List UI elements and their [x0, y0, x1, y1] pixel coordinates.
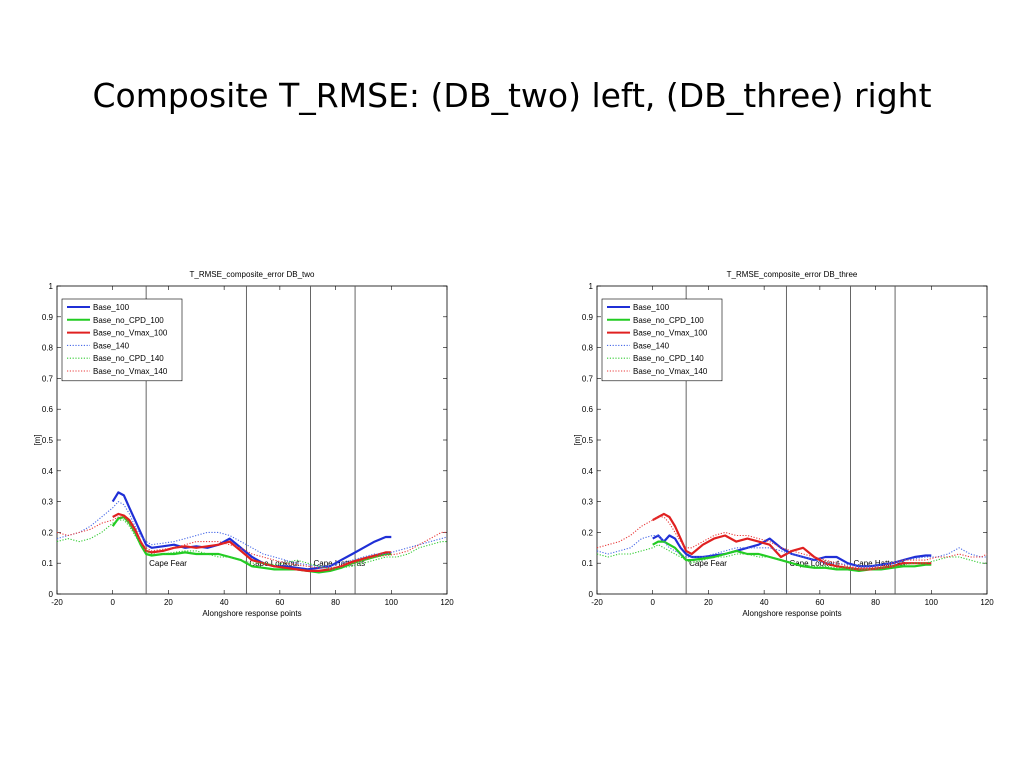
legend-label-base-no-vmax-140: Base_no_Vmax_140: [93, 367, 168, 376]
y-tick-label: 0.8: [582, 344, 594, 353]
x-tick-label: 120: [440, 598, 454, 607]
series-line-base-100: [111, 491, 392, 571]
legend-box: [601, 298, 723, 382]
y-tick-label: 1: [589, 282, 594, 291]
legend-label-base-no-cpd-140: Base_no_CPD_140: [633, 354, 704, 363]
y-tick-label: 0.4: [582, 467, 594, 476]
x-tick-label: 100: [925, 598, 939, 607]
x-tick-label: 40: [220, 598, 229, 607]
legend-label-base-no-vmax-100: Base_no_Vmax_100: [633, 329, 708, 338]
y-tick-label: 0.1: [582, 559, 594, 568]
series-line-base-no-vmax-100: [652, 512, 932, 571]
vline-label-cape-fear: Cape Fear: [689, 559, 727, 568]
y-tick-label: 0.6: [582, 405, 594, 414]
x-tick-label: 40: [760, 598, 769, 607]
x-tick-label: 0: [110, 598, 115, 607]
x-tick-label: 60: [275, 598, 284, 607]
chart-title: T_RMSE_composite_error DB_two: [190, 270, 315, 279]
chart-left: T_RMSE_composite_error DB_two 0 0.1 0.2 0.3 0…: [33, 270, 454, 618]
x-tick-label: 20: [164, 598, 173, 607]
series-line-base-no-cpd-140: [596, 544, 987, 570]
y-tick-label: 0.9: [42, 313, 54, 322]
x-tick-label: 120: [980, 598, 994, 607]
y-tick-label: 0.8: [42, 344, 54, 353]
y-tick-label: 0: [49, 590, 54, 599]
legend-label-base-100: Base_100: [93, 303, 130, 312]
legend-label-base-100: Base_100: [633, 303, 670, 312]
chart-title: T_RMSE_composite_error DB_three: [727, 270, 858, 279]
legend-label-base-no-cpd-140: Base_no_CPD_140: [93, 354, 164, 363]
y-tick-label: 0.5: [582, 436, 594, 445]
legend-label-base-no-cpd-100: Base_no_CPD_100: [93, 316, 164, 325]
series-line-base-no-vmax-140: [596, 516, 988, 569]
x-tick-label: 20: [704, 598, 713, 607]
y-tick-label: 0.4: [42, 467, 54, 476]
y-tick-label: 0.2: [582, 528, 594, 537]
x-tick-label: 100: [385, 598, 399, 607]
x-axis-label: Alongshore response points: [742, 609, 841, 618]
legend-box: [61, 298, 183, 382]
slide-title: Composite T_RMSE: (DB_two) left, (DB_thr…: [92, 76, 932, 115]
series-line-base-140: [596, 534, 987, 567]
y-tick-label: 0.3: [582, 498, 594, 507]
vline-label-cape-lookout: Cape Lookout: [789, 559, 840, 568]
y-axis-label: [m]: [33, 434, 42, 445]
x-tick-label: 0: [650, 598, 655, 607]
x-tick-label: 60: [815, 598, 824, 607]
x-tick-label: -20: [51, 598, 63, 607]
y-tick-label: 1: [49, 282, 54, 291]
x-tick-label: 80: [331, 598, 340, 607]
y-tick-label: 0.7: [42, 374, 54, 383]
legend-label-base-no-vmax-100: Base_no_Vmax_100: [93, 329, 168, 338]
x-tick-label: -20: [591, 598, 603, 607]
y-tick-label: 0.3: [42, 498, 54, 507]
legend-label-base-no-cpd-100: Base_no_CPD_100: [633, 316, 704, 325]
series-line-base-no-vmax-140: [56, 516, 447, 569]
vline-label-cape-hatteras: Cape Hatteras: [854, 559, 906, 568]
vline-label-cape-fear: Cape Fear: [149, 559, 187, 568]
y-axis-label: [m]: [573, 434, 582, 445]
y-tick-label: 0: [589, 590, 594, 599]
chart-right: T_RMSE_composite_error DB_three 0 0.1 0.2 0.…: [573, 270, 994, 618]
series-line-base-no-cpd-140: [56, 519, 447, 570]
y-tick-label: 0.2: [42, 528, 54, 537]
series-line-base-no-cpd-100: [652, 540, 932, 572]
y-tick-label: 0.7: [582, 374, 594, 383]
legend-label-base-140: Base_140: [633, 341, 670, 350]
vline-label-cape-lookout: Cape Lookout: [249, 559, 300, 568]
y-tick-label: 0.6: [42, 405, 54, 414]
legend-label-base-140: Base_140: [93, 341, 130, 350]
x-tick-label: 80: [871, 598, 880, 607]
series-line-base-140: [56, 501, 448, 567]
y-tick-label: 0.9: [582, 313, 594, 322]
x-axis-label: Alongshore response points: [202, 609, 301, 618]
legend-label-base-no-vmax-140: Base_no_Vmax_140: [633, 367, 708, 376]
y-tick-label: 0.5: [42, 436, 54, 445]
y-tick-label: 0.1: [42, 559, 54, 568]
